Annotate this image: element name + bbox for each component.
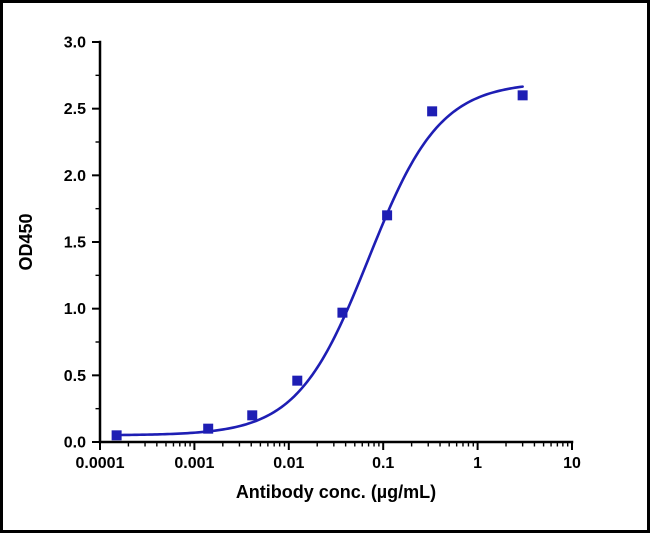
y-tick-label: 2.0: [64, 168, 86, 185]
data-point: [517, 90, 528, 101]
fit-curve: [115, 85, 524, 437]
plot-area: [111, 85, 528, 441]
data-point: [427, 106, 438, 117]
axis-ticks: [92, 41, 573, 450]
y-tick-label: 0.0: [64, 435, 86, 452]
data-point: [247, 410, 258, 421]
data-point: [337, 307, 348, 318]
data-point: [292, 375, 303, 386]
x-tick-label: 0.0001: [76, 455, 125, 472]
x-tick-label: 0.1: [372, 455, 394, 472]
data-point: [111, 430, 122, 441]
data-point: [203, 423, 214, 434]
x-tick-label: 1: [473, 455, 482, 472]
x-tick-label: 0.01: [273, 455, 304, 472]
x-axis-title: Antibody conc. (µg/mL): [236, 482, 436, 502]
y-tick-label: 3.0: [64, 35, 86, 52]
x-tick-label: 10: [563, 455, 581, 472]
data-point: [382, 210, 393, 221]
y-axis-title: OD450: [16, 213, 36, 270]
y-tick-label: 1.5: [64, 235, 86, 252]
x-tick-label: 0.001: [174, 455, 214, 472]
y-tick-label: 2.5: [64, 101, 86, 118]
axis-spines: [98, 40, 574, 444]
y-tick-label: 0.5: [64, 368, 86, 385]
y-tick-label: 1.0: [64, 301, 86, 318]
axis-tick-labels: 0.0001 0.001 0.01 0.1 1 10 0.0 0.5 1.0 1.5 2.0 2.5 3…: [64, 35, 581, 473]
axes: [98, 40, 574, 444]
